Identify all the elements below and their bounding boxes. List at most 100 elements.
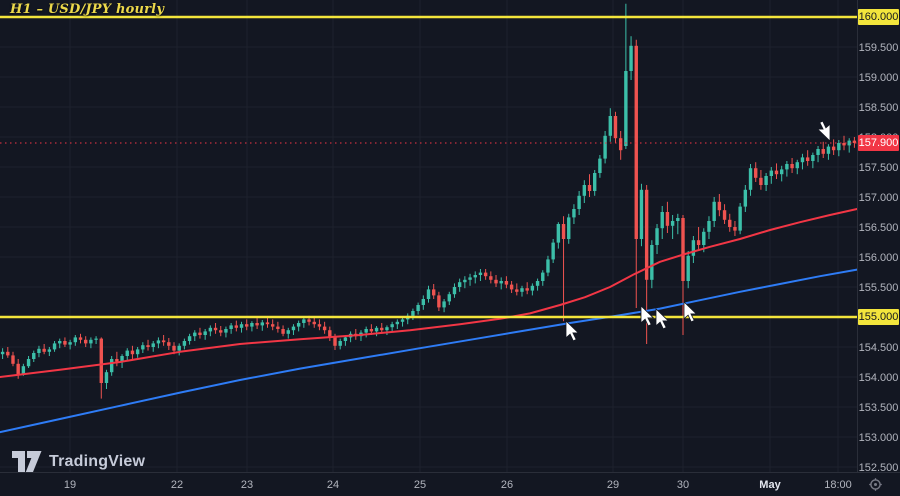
candle-body [722,210,727,220]
price-axis-label[interactable]: 158.500 [859,102,899,114]
candle-body [816,149,820,155]
candle-body [634,45,638,239]
price-axis-label[interactable]: 153.500 [859,402,899,414]
candle-body [800,157,805,163]
candle-body [213,327,218,331]
candle-body [167,342,171,346]
candle-body [208,327,213,332]
price-axis-label[interactable]: 155.500 [859,282,899,294]
time-axis-label[interactable]: 25 [414,479,426,491]
candle-body [270,324,275,327]
candle-body [530,285,535,291]
candle-body [551,242,555,260]
candle-body [447,294,451,302]
candle-body [629,45,633,71]
candle-body [785,164,789,170]
candle-body [457,282,462,287]
candle-body [764,176,768,185]
candle-body [598,158,602,173]
candle-body [624,71,628,146]
axis-settings-gear-icon[interactable] [868,477,883,492]
price-axis-label[interactable]: 154.000 [859,372,899,384]
price-axis-label[interactable]: 156.500 [859,222,899,234]
candle-body [650,245,654,280]
candle-body [509,284,514,290]
candle-body [286,330,290,334]
candle-body [660,212,664,229]
cursor-arrow-annotation [640,305,655,327]
price-axis-label[interactable]: 157.000 [859,192,899,204]
candle-body [743,189,748,207]
candle-body [473,275,477,278]
candle-body [400,319,405,322]
candle-body [6,351,10,356]
time-axis-label[interactable]: 19 [64,479,76,491]
price-level-badge-155: 155.000 [858,309,899,325]
candle-body [0,351,5,355]
candle-body [748,168,753,190]
price-axis-label[interactable]: 153.000 [859,432,899,444]
candle-body [463,279,467,283]
time-axis-label[interactable]: 29 [607,479,619,491]
candle-body [489,276,493,280]
candle-body [696,240,701,245]
candle-body [120,356,124,362]
candle-body [141,345,145,350]
candle-body [156,340,161,344]
candle-body [421,299,426,305]
time-axis-label[interactable]: 23 [241,479,253,491]
candle-body [187,336,192,341]
price-axis-label[interactable]: 152.500 [859,462,899,474]
time-axis-label[interactable]: 30 [677,479,689,491]
candle-body [234,325,239,328]
cursor-arrow-annotation [655,308,670,330]
candle-body [172,345,176,351]
candle-body [665,212,670,226]
candle-body [452,287,457,295]
candle-body [847,140,851,146]
candle-body [494,279,498,284]
slow-moving-average-line [0,268,858,434]
candle-body [68,342,72,345]
time-axis-label[interactable]: May [759,479,781,491]
candle-body [58,341,62,344]
time-axis-label[interactable]: 22 [171,479,183,491]
candle-body [411,311,415,316]
candle-body [125,350,129,356]
candle-body [161,340,166,343]
chart-title: H1 – USD/JPY hourly [10,2,165,17]
price-axis-label[interactable]: 159.500 [859,42,899,54]
tradingview-watermark[interactable]: TradingView [12,451,145,472]
candle-body [567,217,571,239]
candle-body [99,338,103,383]
candle-body [437,295,441,308]
candle-body [203,331,207,335]
cursor-arrow-annotation [565,320,580,342]
candle-body [686,255,690,281]
time-axis-label[interactable]: 26 [501,479,513,491]
candle-body [317,324,322,327]
candle-body [115,359,119,362]
price-axis-label[interactable]: 157.500 [859,162,899,174]
candle-body [338,341,342,346]
cursor-arrow-annotation [683,301,698,323]
price-axis-label[interactable]: 159.000 [859,72,899,84]
candle-body [416,305,420,311]
price-axis-label[interactable]: 156.000 [859,252,899,264]
candle-body [307,319,311,322]
candle-body [21,366,26,374]
candle-body [811,155,815,161]
candle-body [177,345,181,351]
candle-body [395,321,400,325]
candle-body [515,289,519,292]
cursor-arrow-annotation [816,120,831,142]
price-axis-label[interactable]: 154.500 [859,342,899,354]
candle-body [374,327,379,332]
time-axis-label[interactable]: 18:00 [824,479,852,491]
time-axis-label[interactable]: 24 [327,479,339,491]
candle-body [296,323,301,327]
candle-body [84,339,88,344]
candle-body [779,169,784,175]
